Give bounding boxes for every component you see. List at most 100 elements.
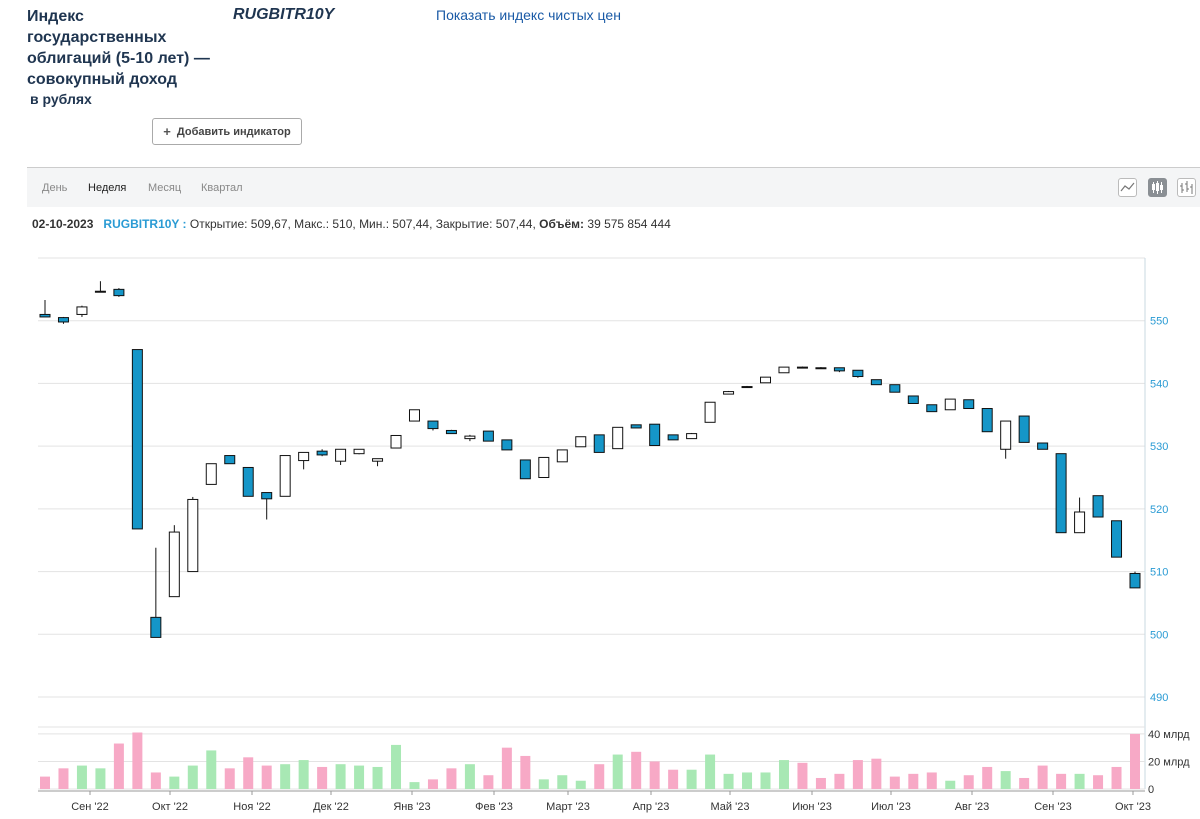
volume-bar (908, 773, 919, 789)
tab-quarter[interactable]: Квартал (201, 182, 243, 194)
volume-bar (538, 779, 549, 789)
info-ohlc: Открытие: 509,67, Макс.: 510, Мин.: 507,… (189, 217, 536, 231)
price-tick-label: 520 (1150, 504, 1168, 516)
candle-body (538, 456, 550, 478)
candle-body (464, 435, 476, 440)
candlestick-icon[interactable] (1148, 178, 1167, 197)
show-clean-price-link[interactable]: Показать индекс чистых цен (436, 7, 621, 23)
add-indicator-button[interactable]: + Добавить индикатор (152, 118, 302, 145)
x-tick-label: Ноя '22 (233, 801, 270, 813)
candle-body (667, 434, 679, 441)
candle-body (870, 379, 882, 386)
candle-body (427, 420, 439, 430)
volume-bar (723, 773, 734, 789)
candle-body (593, 434, 605, 453)
volume-bar (815, 777, 826, 789)
tab-day[interactable]: День (42, 182, 68, 194)
candle-body (649, 423, 661, 447)
candle-body (298, 451, 310, 462)
tab-week[interactable]: Неделя (88, 182, 127, 194)
volume-bar (1111, 766, 1122, 789)
volume-bar (945, 780, 956, 789)
volume-bar (575, 780, 586, 789)
candle-body (556, 449, 568, 463)
line-chart-icon[interactable] (1118, 178, 1137, 197)
price-tick-label: 530 (1150, 441, 1168, 453)
volume-bar (797, 762, 808, 789)
ticker-symbol: RUGBITR10Y (233, 6, 335, 23)
volume-bar (187, 765, 198, 789)
candle-body (778, 366, 790, 374)
volume-bar (40, 776, 50, 789)
volume-bar (317, 766, 328, 789)
candle-body (261, 492, 273, 500)
info-date: 02-10-2023 (32, 217, 94, 231)
candle-body (796, 366, 808, 369)
volume-bar (169, 776, 180, 789)
candle-body (926, 404, 938, 413)
tab-month[interactable]: Месяц (148, 182, 182, 194)
ohlc-bars-icon[interactable] (1177, 178, 1196, 197)
x-tick-label: Янв '23 (393, 801, 430, 813)
volume-bar (557, 775, 568, 789)
candle-body (981, 408, 993, 433)
candle-body (482, 430, 494, 442)
candle-body (353, 448, 365, 455)
index-title: Индекс государственных облигаций (5-10 л… (27, 8, 210, 88)
candle-body (575, 436, 587, 448)
x-tick-label: Авг '23 (955, 801, 990, 813)
candle-body (704, 401, 716, 423)
volume-bar (778, 760, 789, 789)
volume-bar (612, 754, 623, 789)
candle-body (94, 290, 106, 293)
volume-bar (206, 750, 217, 789)
candle-body (1037, 442, 1049, 450)
candle-body (519, 459, 531, 480)
volume-bar (261, 765, 272, 789)
candle-body (1111, 520, 1123, 558)
volume-bar (834, 773, 845, 789)
volume-bar (1000, 771, 1011, 789)
volume-bar (354, 765, 365, 789)
volume-bar (926, 772, 937, 789)
volume-bar (58, 768, 69, 789)
candle-body (852, 369, 864, 378)
volume-bar (1093, 775, 1104, 789)
volume-bar (298, 760, 309, 789)
candle-body (335, 448, 347, 462)
volume-bar (446, 768, 457, 789)
candle-body (1129, 572, 1141, 589)
volume-bar (520, 755, 531, 789)
x-tick-label: Сен '22 (71, 801, 109, 813)
volume-bar (852, 760, 863, 789)
price-tick-label: 540 (1150, 378, 1168, 390)
price-tick-label: 510 (1150, 567, 1168, 579)
price-tick-label: 490 (1150, 692, 1168, 704)
volume-bar (705, 754, 716, 789)
candle-body (833, 367, 845, 372)
candle-body (815, 367, 827, 370)
candle-body (372, 458, 384, 462)
x-tick-label: Март '23 (546, 801, 590, 813)
candle-body (445, 429, 457, 435)
volume-bar (594, 764, 605, 789)
candle-body (889, 384, 901, 393)
volume-bar (889, 776, 900, 789)
x-tick-label: Июн '23 (792, 801, 832, 813)
candle-body (150, 616, 162, 638)
chart-toolbar: День Неделя Месяц Квартал (27, 167, 1200, 207)
volume-bar (427, 779, 438, 789)
candle-body (686, 433, 698, 440)
x-tick-label: Май '23 (711, 801, 750, 813)
candle-body (1074, 511, 1086, 534)
volume-bar (742, 772, 753, 789)
volume-bar (391, 744, 402, 789)
volume-bar (224, 768, 235, 789)
candle-body (168, 531, 180, 598)
volume-bar (372, 766, 383, 789)
volume-bar (132, 732, 143, 789)
x-tick-label: Сен '23 (1034, 801, 1072, 813)
price-tick-label: 500 (1150, 629, 1168, 641)
volume-bar (686, 769, 697, 789)
